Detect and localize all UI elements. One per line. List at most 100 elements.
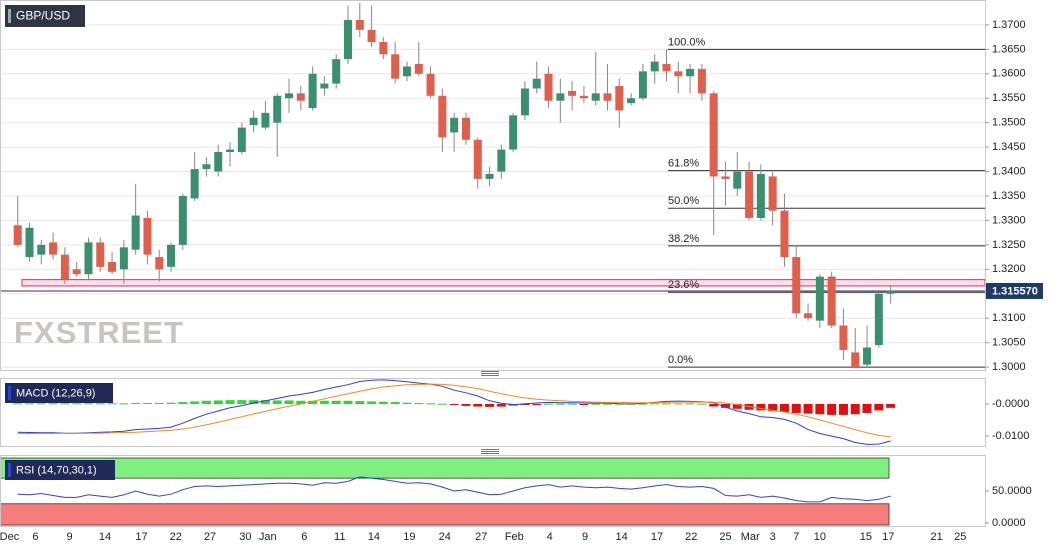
x-tick-label: 25 bbox=[954, 531, 966, 543]
histogram-bar bbox=[119, 403, 129, 405]
last-price-label: 1.315570 bbox=[992, 285, 1038, 297]
histogram-bar bbox=[355, 401, 365, 404]
candle-body bbox=[332, 59, 341, 84]
candle-body bbox=[532, 78, 541, 89]
candle-body bbox=[438, 95, 447, 138]
last-price-box bbox=[986, 282, 1043, 299]
candle-body bbox=[579, 95, 588, 99]
x-tick-label: Jan bbox=[259, 531, 277, 543]
histogram-bar bbox=[673, 403, 683, 405]
histogram-bar bbox=[225, 400, 235, 404]
histogram-bar bbox=[661, 403, 671, 405]
y-tick-label: 1.3250 bbox=[992, 239, 1026, 251]
candle-body bbox=[190, 169, 199, 199]
candle-body bbox=[367, 29, 376, 43]
candle-body bbox=[839, 325, 848, 350]
x-tick-label: 9 bbox=[582, 531, 588, 543]
x-tick-label: 15 bbox=[860, 531, 872, 543]
x-tick-label: 6 bbox=[301, 531, 307, 543]
histogram-bar bbox=[697, 403, 707, 405]
indicator-line bbox=[17, 379, 891, 445]
candle-body bbox=[792, 257, 801, 314]
fib-label: 38.2% bbox=[668, 233, 699, 245]
candle-body bbox=[697, 68, 706, 94]
candle-body bbox=[461, 117, 470, 140]
candle-body bbox=[426, 73, 435, 96]
x-tick-label: 19 bbox=[403, 531, 415, 543]
histogram-bar bbox=[555, 403, 565, 405]
candle-body bbox=[379, 42, 388, 55]
histogram-bar bbox=[13, 403, 23, 405]
x-tick-label: 4 bbox=[547, 531, 553, 543]
candle-body bbox=[544, 73, 553, 101]
candle-body bbox=[131, 215, 140, 250]
panel-grip[interactable] bbox=[481, 449, 499, 454]
x-tick-label: 9 bbox=[67, 531, 73, 543]
candle-body bbox=[414, 64, 423, 74]
candle-body bbox=[851, 352, 860, 368]
candle-body bbox=[520, 88, 529, 116]
candle-body bbox=[402, 66, 411, 77]
candle-body bbox=[96, 242, 105, 267]
histogram-bar bbox=[213, 400, 223, 404]
histogram-bar bbox=[154, 403, 164, 405]
candle-body bbox=[745, 171, 754, 218]
histogram-bar bbox=[414, 403, 424, 405]
watermark: FXSTREET bbox=[14, 315, 184, 350]
histogram-bar bbox=[107, 403, 117, 405]
histogram-bar bbox=[591, 403, 601, 405]
y-tick-label: 1.3400 bbox=[992, 165, 1026, 177]
macd-title-box bbox=[5, 383, 113, 403]
x-tick-label: 27 bbox=[204, 531, 216, 543]
x-tick-label: 27 bbox=[475, 531, 487, 543]
candle-body bbox=[25, 227, 34, 258]
histogram-bar bbox=[732, 403, 742, 409]
candle-body bbox=[249, 117, 258, 126]
panel-grip[interactable] bbox=[481, 371, 499, 376]
rsi-line bbox=[17, 476, 891, 503]
candle-body bbox=[733, 171, 742, 189]
candle-body bbox=[756, 174, 765, 218]
macd-title-icon bbox=[8, 386, 11, 400]
candle-body bbox=[273, 95, 282, 123]
histogram-bar bbox=[36, 403, 46, 405]
candle-body bbox=[709, 93, 718, 177]
candle-body bbox=[863, 347, 872, 365]
candle-body bbox=[874, 293, 883, 346]
histogram-bar bbox=[308, 400, 318, 404]
price-panel-border bbox=[0, 0, 986, 371]
x-tick-label: 10 bbox=[814, 531, 826, 543]
histogram-bar bbox=[579, 403, 589, 405]
x-tick-label: 17 bbox=[651, 531, 663, 543]
candle-body bbox=[37, 244, 46, 255]
x-tick-label: Dec bbox=[0, 531, 20, 543]
candle-body bbox=[615, 86, 624, 111]
histogram-bar bbox=[838, 403, 848, 415]
histogram-bar bbox=[603, 403, 613, 405]
candle-body bbox=[49, 242, 58, 255]
candle-body bbox=[804, 313, 813, 319]
candle-body bbox=[556, 93, 565, 101]
histogram-bar bbox=[685, 403, 695, 405]
y-tick-label: -0.0100 bbox=[992, 430, 1029, 442]
candle-body bbox=[485, 174, 494, 179]
rsi-title-box bbox=[5, 460, 115, 480]
histogram-bar bbox=[201, 400, 211, 404]
fib-label: 50.0% bbox=[668, 195, 699, 207]
histogram-bar bbox=[60, 403, 70, 405]
x-tick-label: 25 bbox=[719, 531, 731, 543]
histogram-bar bbox=[473, 403, 483, 407]
y-tick-label: 1.3050 bbox=[992, 337, 1026, 349]
histogram-bar bbox=[378, 401, 388, 404]
candle-body bbox=[72, 269, 81, 275]
x-tick-label: 14 bbox=[99, 531, 111, 543]
histogram-bar bbox=[272, 400, 282, 404]
candle-body bbox=[285, 93, 294, 99]
histogram-bar bbox=[520, 403, 530, 405]
fib-label: 0.0% bbox=[668, 354, 693, 366]
histogram-bar bbox=[544, 403, 554, 405]
overbought-zone bbox=[0, 457, 890, 479]
candle-body bbox=[662, 64, 671, 72]
x-tick-label: 24 bbox=[439, 531, 451, 543]
